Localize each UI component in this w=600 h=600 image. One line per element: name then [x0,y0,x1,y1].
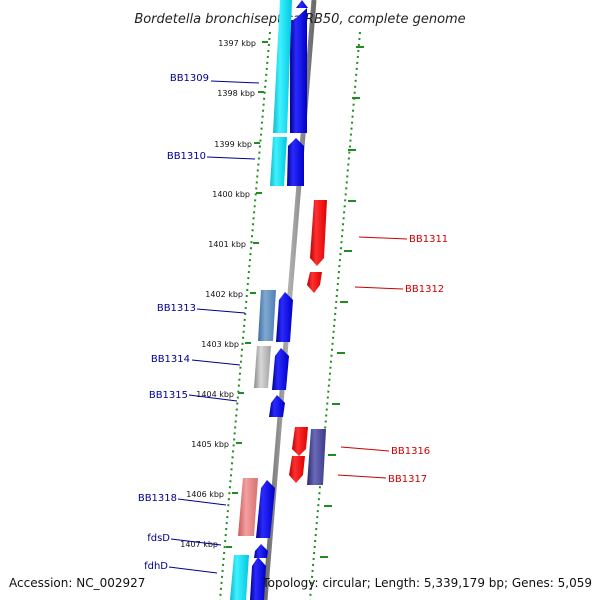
leader-line [177,498,227,506]
gene-label-bb1309[interactable]: BB1309 [170,73,209,84]
gene-leader-lines [168,80,408,574]
leader-line [196,308,246,314]
gene-label-bb1310[interactable]: BB1310 [167,151,206,162]
cds-arrow[interactable] [296,0,308,8]
ruler-label: 1397 kbp [218,39,256,48]
cds-arrow[interactable] [307,272,322,293]
reverse-cds-track [289,200,327,483]
ruler-label: 1401 kbp [208,240,246,249]
ruler-label: 1398 kbp [217,89,255,98]
gene-label-bb1315[interactable]: BB1315 [149,390,188,401]
ruler-ticks [226,41,364,558]
cds-arrow[interactable] [310,200,327,266]
feature-bar[interactable] [307,429,326,485]
ruler-label: 1400 kbp [212,190,250,199]
ruler-label: 1404 kbp [196,390,234,399]
gene-label-bb1316[interactable]: BB1316 [391,446,430,457]
leader-line [354,286,404,290]
ruler-label: 1407 kbp [180,540,218,549]
ruler-labels: 1397 kbp 1398 kbp 1399 kbp 1400 kbp 1401… [180,39,256,549]
gene-label-bb1314[interactable]: BB1314 [151,354,190,365]
gene-label-bb1313[interactable]: BB1313 [157,303,196,314]
forward-cds-track [250,0,308,600]
gene-labels: BB1309 BB1310 BB1311 BB1312 BB1313 BB131… [138,73,448,572]
leader-line [170,538,222,546]
gene-label-bb1318[interactable]: BB1318 [138,493,177,504]
gene-label-bb1311[interactable]: BB1311 [409,234,448,245]
ruler-label: 1406 kbp [186,490,224,499]
ruler-label: 1399 kbp [214,140,252,149]
feature-bar[interactable] [230,555,249,600]
gene-label-bb1312[interactable]: BB1312 [405,284,444,295]
feature-bars-track [230,0,326,600]
gene-label-bb1317[interactable]: BB1317 [388,474,427,485]
feature-bar[interactable] [273,0,292,133]
leader-line [188,394,238,402]
leader-line [191,359,241,366]
cds-arrow[interactable] [276,292,293,342]
feature-bar[interactable] [270,137,287,186]
inner-tick-track [219,31,271,600]
cds-arrow[interactable] [254,544,268,558]
genome-summary-text: Topology: circular; Length: 5,339,179 bp… [261,576,592,590]
feature-bar[interactable] [238,478,258,536]
accession-text: Accession: NC_002927 [9,576,145,590]
cds-arrow[interactable] [292,427,308,456]
leader-line [337,474,387,479]
cds-arrow[interactable] [289,456,305,483]
gene-label-fdsd[interactable]: fdsD [147,533,170,544]
ruler-label: 1405 kbp [191,440,229,449]
feature-bar[interactable] [258,290,276,341]
leader-line [206,156,256,160]
cds-arrow[interactable] [250,557,266,600]
leader-line [210,80,260,84]
cds-arrow[interactable] [269,395,285,417]
leader-line [340,446,390,452]
cds-arrow[interactable] [256,480,275,538]
outer-tick-track [309,31,361,600]
cds-arrow[interactable] [290,8,307,133]
ruler-label: 1402 kbp [205,290,243,299]
feature-bar[interactable] [254,346,271,388]
ruler-label: 1403 kbp [201,340,239,349]
cds-arrow[interactable] [287,138,304,186]
leader-line [358,236,408,240]
cds-arrow[interactable] [272,348,289,390]
gene-label-fdhd[interactable]: fdhD [144,561,168,572]
leader-line [168,566,218,574]
